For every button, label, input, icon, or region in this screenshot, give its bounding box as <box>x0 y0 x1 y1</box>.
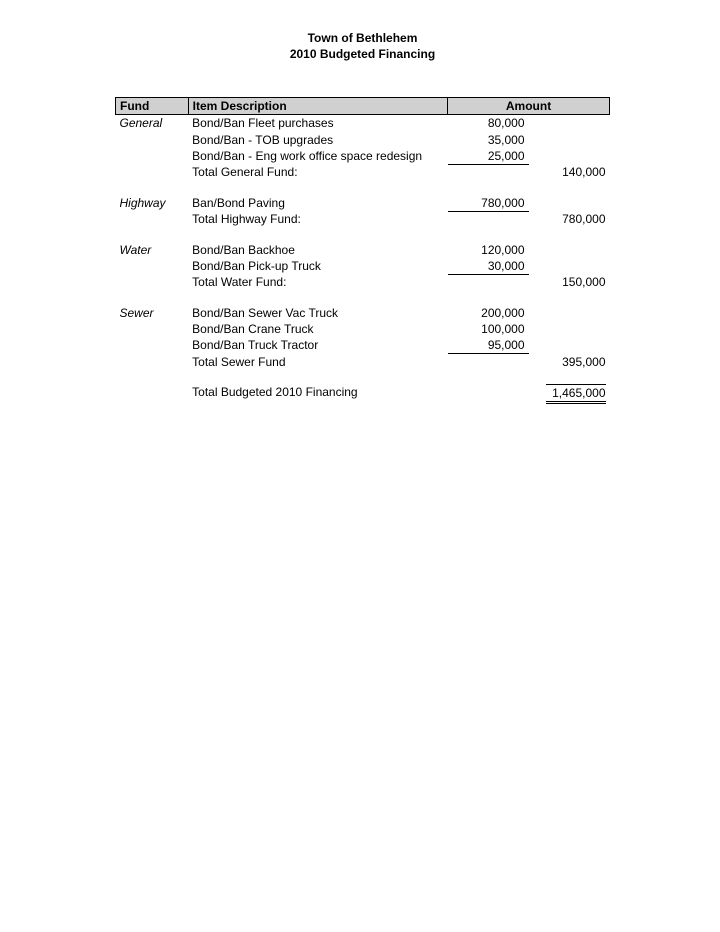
fund-total: 150,000 <box>529 274 610 290</box>
col-amount: Amount <box>448 98 610 115</box>
item-desc: Bond/Ban Fleet purchases <box>188 115 447 132</box>
table-row: Total General Fund: 140,000 <box>116 164 610 180</box>
fund-total-label: Total Water Fund: <box>188 274 447 290</box>
item-desc: Bond/Ban Backhoe <box>188 242 447 258</box>
item-desc: Bond/Ban Crane Truck <box>188 321 447 337</box>
item-amount: 30,000 <box>448 258 529 275</box>
table-row: Bond/Ban - TOB upgrades 35,000 <box>116 132 610 148</box>
fund-total: 140,000 <box>529 164 610 180</box>
table-row: Highway Ban/Bond Paving 780,000 <box>116 195 610 212</box>
spacer-row <box>116 291 610 305</box>
table-row: Total Water Fund: 150,000 <box>116 274 610 290</box>
fund-total-label: Total Highway Fund: <box>188 211 447 227</box>
table-header-row: Fund Item Description Amount <box>116 98 610 115</box>
fund-name: Highway <box>116 195 189 212</box>
spacer-row <box>116 370 610 384</box>
financing-table: Fund Item Description Amount General Bon… <box>115 97 610 404</box>
fund-total: 780,000 <box>529 211 610 227</box>
col-desc: Item Description <box>188 98 447 115</box>
spacer-row <box>116 228 610 242</box>
fund-name: Water <box>116 242 189 258</box>
item-amount: 35,000 <box>448 132 529 148</box>
table-row: Bond/Ban Truck Tractor 95,000 <box>116 337 610 354</box>
fund-name: General <box>116 115 189 132</box>
fund-total: 395,000 <box>529 354 610 370</box>
table-row: Total Highway Fund: 780,000 <box>116 211 610 227</box>
item-desc: Bond/Ban - Eng work office space redesig… <box>188 148 447 165</box>
item-amount: 95,000 <box>448 337 529 354</box>
fund-total-label: Total General Fund: <box>188 164 447 180</box>
title-line-2: 2010 Budgeted Financing <box>115 46 610 62</box>
spacer-row <box>116 181 610 195</box>
fund-total-label: Total Sewer Fund <box>188 354 447 370</box>
item-desc: Bond/Ban Sewer Vac Truck <box>188 305 447 321</box>
table-row: General Bond/Ban Fleet purchases 80,000 <box>116 115 610 132</box>
item-amount: 25,000 <box>448 148 529 165</box>
col-fund: Fund <box>116 98 189 115</box>
title-block: Town of Bethlehem 2010 Budgeted Financin… <box>115 30 610 62</box>
item-desc: Bond/Ban Pick-up Truck <box>188 258 447 275</box>
table-row: Water Bond/Ban Backhoe 120,000 <box>116 242 610 258</box>
grand-total-row: Total Budgeted 2010 Financing 1,465,000 <box>116 384 610 404</box>
item-amount: 780,000 <box>448 195 529 212</box>
table-row: Sewer Bond/Ban Sewer Vac Truck 200,000 <box>116 305 610 321</box>
item-amount: 100,000 <box>448 321 529 337</box>
table-row: Bond/Ban Pick-up Truck 30,000 <box>116 258 610 275</box>
table-row: Total Sewer Fund 395,000 <box>116 354 610 370</box>
item-desc: Bond/Ban Truck Tractor <box>188 337 447 354</box>
item-desc: Ban/Bond Paving <box>188 195 447 212</box>
grand-total-amount: 1,465,000 <box>546 384 606 404</box>
page: Town of Bethlehem 2010 Budgeted Financin… <box>0 0 720 404</box>
fund-name: Sewer <box>116 305 189 321</box>
item-amount: 200,000 <box>448 305 529 321</box>
item-desc: Bond/Ban - TOB upgrades <box>188 132 447 148</box>
grand-total-label: Total Budgeted 2010 Financing <box>188 384 447 404</box>
table-row: Bond/Ban - Eng work office space redesig… <box>116 148 610 165</box>
item-amount: 80,000 <box>448 115 529 132</box>
title-line-1: Town of Bethlehem <box>115 30 610 46</box>
item-amount: 120,000 <box>448 242 529 258</box>
table-row: Bond/Ban Crane Truck 100,000 <box>116 321 610 337</box>
